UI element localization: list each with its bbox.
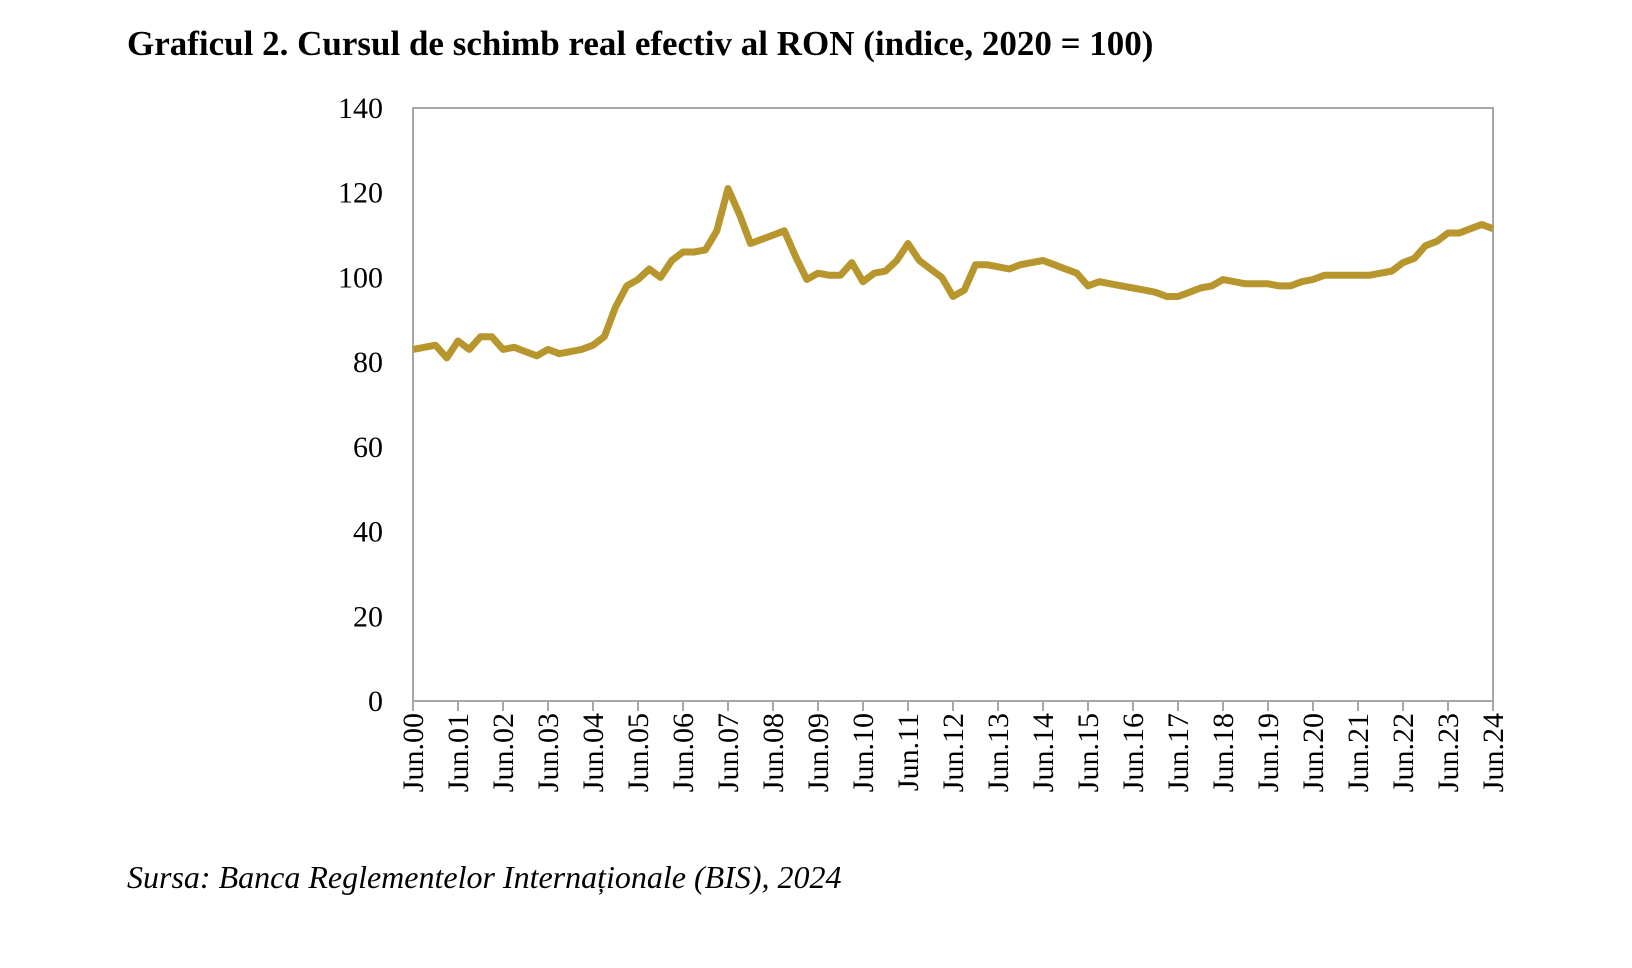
x-tick-label: Jun.22 xyxy=(1387,713,1420,792)
x-tick-label: Jun.11 xyxy=(892,713,925,791)
plot-frame xyxy=(412,107,1494,702)
x-tick-label: Jun.06 xyxy=(667,713,700,792)
x-tick-label: Jun.00 xyxy=(397,713,430,792)
y-tick-label: 100 xyxy=(338,261,383,294)
x-tick-label: Jun.14 xyxy=(1027,713,1060,792)
line-series xyxy=(412,185,1495,362)
y-tick-label: 120 xyxy=(338,177,383,210)
source: Sursa: Banca Reglementelor Internațional… xyxy=(127,859,842,895)
x-tick-label: Jun.09 xyxy=(802,713,835,792)
x-tick-label: Jun.21 xyxy=(1342,713,1375,792)
x-tick-label: Jun.01 xyxy=(442,713,475,792)
y-tick-label: 40 xyxy=(353,516,383,549)
x-tick-label: Jun.07 xyxy=(712,713,745,792)
x-tick-label: Jun.08 xyxy=(757,713,790,792)
y-tick-label: 0 xyxy=(368,685,383,718)
x-tick-label: Jun.03 xyxy=(532,713,565,792)
x-tick-label: Jun.02 xyxy=(487,713,520,792)
x-tick-label: Jun.20 xyxy=(1297,713,1330,792)
x-tick-label: Jun.23 xyxy=(1432,713,1465,792)
y-tick-label: 80 xyxy=(353,346,383,379)
x-tick-label: Jun.19 xyxy=(1252,713,1285,792)
x-tick-label: Jun.13 xyxy=(982,713,1015,792)
x-tick-label: Jun.10 xyxy=(847,713,880,792)
x-tick-label: Jun.05 xyxy=(622,713,655,792)
x-tick-label: Jun.04 xyxy=(577,713,610,792)
x-tick-label: Jun.18 xyxy=(1207,713,1240,792)
x-tick-label: Jun.15 xyxy=(1072,713,1105,792)
y-tick-label: 140 xyxy=(338,92,383,125)
x-tick-label: Jun.16 xyxy=(1117,713,1150,792)
y-tick-label: 60 xyxy=(353,431,383,464)
chart-title: Graficul 2. Cursul de schimb real efecti… xyxy=(127,24,1153,63)
x-tick-label: Jun.17 xyxy=(1162,713,1195,792)
x-tick-label: Jun.12 xyxy=(937,713,970,792)
y-tick-label: 20 xyxy=(353,600,383,633)
x-tick-label: Jun.24 xyxy=(1477,713,1510,792)
